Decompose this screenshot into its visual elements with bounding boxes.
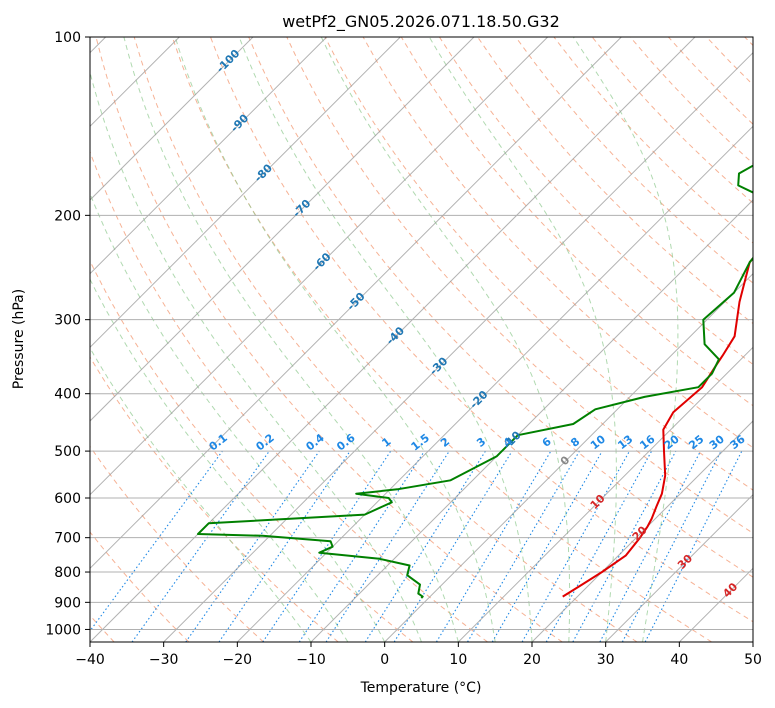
isotherm-line (384, 272, 753, 642)
isotherm-line (90, 37, 328, 275)
dry-adiabat-line (171, 37, 712, 642)
x-axis: −40 −30 −20 −10 0 10 20 30 40 50 (75, 642, 762, 668)
dry-adiabat-line (210, 37, 753, 623)
dry-adiabat-line (400, 37, 753, 407)
dry-adiabat-line (248, 37, 753, 578)
mixing-ratio-line (467, 450, 580, 642)
y-tick-label: 600 (54, 491, 81, 507)
moist-adiabat-line (123, 37, 459, 642)
grid-lines (90, 37, 753, 642)
y-tick-label: 300 (54, 313, 81, 329)
moist-adiabat-line (428, 37, 617, 642)
temperature-line (562, 256, 753, 598)
isotherm-line (90, 37, 401, 349)
dry-adiabat-line (133, 37, 638, 642)
mixing-ratio-line (185, 450, 320, 642)
dry-adiabat-line (438, 37, 753, 366)
moist-adiabat-line (90, 192, 386, 642)
mixing-ratio-line (491, 450, 603, 642)
mixing-ratio-line (572, 450, 677, 642)
dry-adiabat-line (90, 150, 488, 642)
dewpoint-line (197, 164, 753, 599)
moist-adiabat-line (320, 37, 571, 642)
y-tick-label: 100 (54, 30, 81, 46)
mixing-ratio-line (325, 450, 450, 642)
moist-adiabat-line (90, 347, 312, 642)
moist-adiabat-line (572, 37, 679, 642)
isotherm-line (531, 420, 753, 642)
y-tick-label: 800 (54, 565, 81, 581)
mixing-ratio-line (364, 450, 486, 642)
y-tick-label: 400 (54, 387, 81, 403)
y-axis-title: Pressure (hPa) (11, 289, 27, 389)
moist-adiabat-line (238, 37, 533, 642)
y-tick-label: 1000 (45, 622, 81, 638)
isotherm-line (236, 125, 753, 642)
mixing-ratio-line (393, 450, 513, 642)
isotherm-line (90, 37, 696, 642)
dry-adiabat-line (90, 356, 339, 642)
x-axis-title: Temperature (°C) (360, 680, 482, 696)
isotherm-line (163, 51, 753, 642)
moist-adiabat-line (174, 37, 496, 642)
x-tick-label: 20 (523, 652, 541, 668)
series-lines (197, 164, 753, 599)
moist-adiabat-line (90, 278, 349, 642)
isotherm-line (90, 37, 622, 570)
chart-title: wetPf2_GN05.2026.071.18.50.G32 (282, 12, 560, 32)
dry-adiabat-line (90, 445, 264, 642)
y-tick-label: 700 (54, 531, 81, 547)
dry-adiabat-line (515, 37, 753, 284)
isotherm-line (90, 37, 254, 201)
y-axis: 100 200 300 400 500 600 700 800 900 1000 (45, 30, 90, 638)
x-tick-label: 50 (744, 652, 762, 668)
y-tick-label: 900 (54, 595, 81, 611)
x-tick-label: 30 (597, 652, 615, 668)
isotherm-line (457, 346, 753, 642)
x-tick-label: 0 (380, 652, 389, 668)
mixing-ratio-line (218, 450, 351, 642)
plot-frame (89, 36, 754, 643)
isotherm-line (605, 493, 753, 642)
y-tick-label: 200 (54, 208, 81, 224)
x-tick-label: 40 (670, 652, 688, 668)
dry-adiabat-line (90, 531, 190, 642)
mixing-ratio-line (521, 450, 630, 642)
isotherm-line (90, 37, 549, 496)
x-tick-label: −30 (149, 652, 179, 668)
mixing-ratio-line (435, 450, 552, 642)
moist-adiabat-line (90, 70, 422, 642)
isotherm-line (90, 37, 475, 422)
x-tick-label: −10 (296, 652, 326, 668)
y-tick-label: 500 (54, 444, 81, 460)
isotherm-line (310, 199, 753, 642)
dry-adiabat-line (95, 37, 563, 642)
x-tick-label: −40 (75, 652, 105, 668)
x-tick-label: −20 (223, 652, 253, 668)
x-tick-label: 10 (449, 652, 467, 668)
